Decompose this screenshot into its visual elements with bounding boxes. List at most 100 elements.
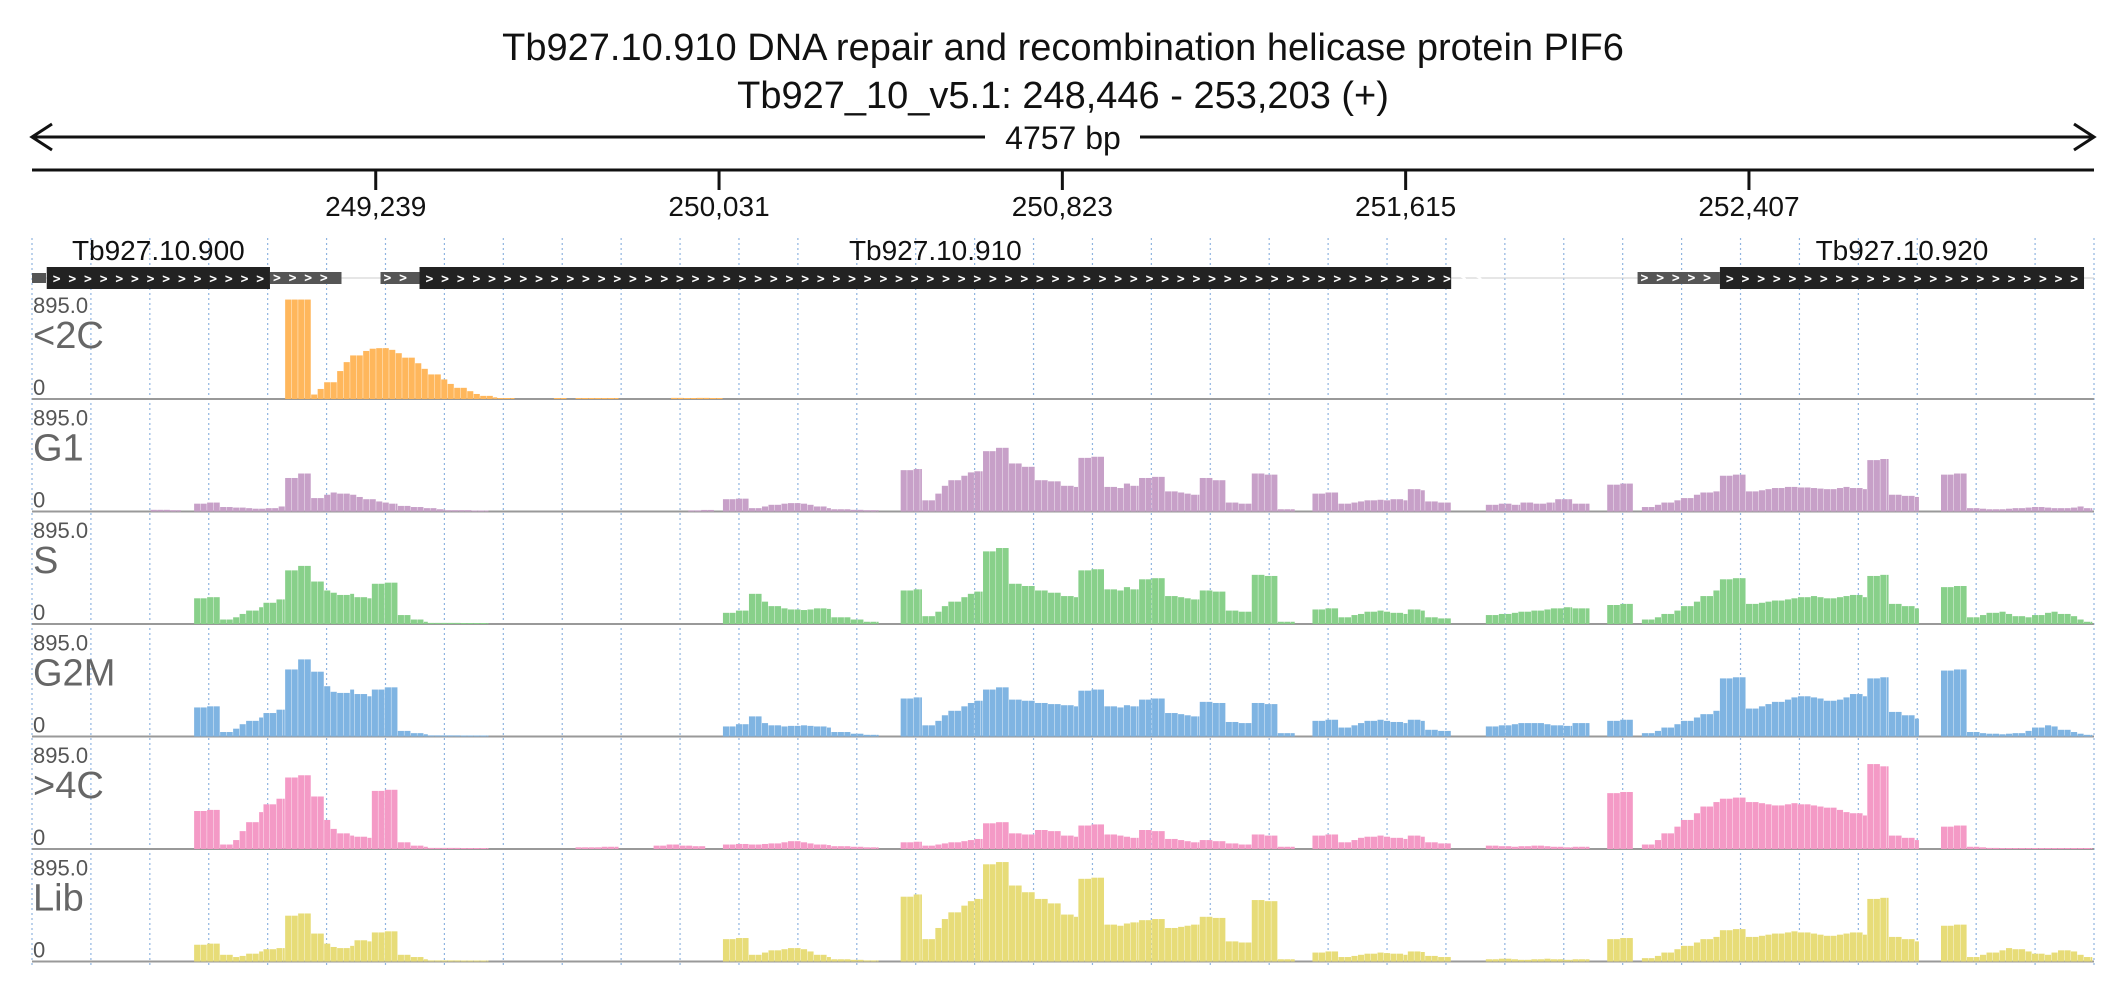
coverage-bar xyxy=(1620,603,1627,624)
coverage-bar xyxy=(1048,831,1055,849)
coverage-bar xyxy=(1284,621,1291,624)
coverage-bar xyxy=(1810,488,1818,512)
coverage-bar xyxy=(434,735,441,737)
coverage-bar xyxy=(298,299,305,399)
coverage-bar xyxy=(337,948,344,962)
coverage-bar xyxy=(2058,729,2065,737)
coverage-bar xyxy=(922,616,929,624)
coverage-bar xyxy=(755,508,762,512)
coverage-bar xyxy=(1947,474,1954,512)
coverage-bar xyxy=(1444,730,1451,737)
coverage-bar xyxy=(2045,725,2052,737)
coverage-bar xyxy=(1817,488,1824,512)
coverage-bar xyxy=(870,621,877,624)
coverage-bar xyxy=(493,397,498,399)
coverage-bar xyxy=(2019,616,2026,624)
coverage-bar xyxy=(452,510,459,512)
coverage-bar xyxy=(1804,597,1811,624)
coverage-bar xyxy=(1344,957,1352,962)
coverage-bar xyxy=(1979,733,1987,737)
coverage-bar xyxy=(1219,841,1226,849)
coverage-bar xyxy=(1245,723,1252,737)
coverage-bar xyxy=(213,706,220,737)
coverage-bar xyxy=(350,689,355,737)
coverage-bar xyxy=(1778,933,1785,962)
coverage-bar xyxy=(2038,507,2045,512)
coverage-bar xyxy=(1264,835,1271,849)
coverage-bar xyxy=(269,949,277,962)
coverage-bar xyxy=(2045,507,2052,512)
coverage-bar xyxy=(2051,848,2058,849)
coverage-bar xyxy=(1097,877,1104,962)
coverage-bar xyxy=(1953,825,1961,849)
coverage-bar xyxy=(1258,473,1265,512)
coverage-bar xyxy=(2084,621,2091,624)
coverage-bar xyxy=(397,730,404,737)
coverage-bar xyxy=(794,609,801,624)
coverage-bar xyxy=(1251,473,1258,512)
coverage-bar xyxy=(410,619,417,624)
coverage-bar xyxy=(1191,924,1198,962)
coverage-bar xyxy=(220,619,227,624)
coverage-bar xyxy=(1284,959,1291,962)
coverage-bar xyxy=(276,798,283,849)
coverage-bar xyxy=(1880,766,1887,849)
coverage-bar xyxy=(1553,502,1555,512)
coverage-bar xyxy=(1667,613,1675,624)
coverage-bar xyxy=(1518,723,1525,737)
coverage-bar xyxy=(1563,725,1570,737)
coverage-bar xyxy=(1966,732,1974,737)
coverage-bar xyxy=(2032,953,2039,962)
coverage-bar xyxy=(1960,924,1967,962)
coverage-bar xyxy=(1225,502,1232,512)
coverage-bar xyxy=(1511,846,1518,849)
coverage-bar xyxy=(269,804,277,849)
coverage-bar xyxy=(304,565,311,624)
coverage-bar xyxy=(1585,723,1590,737)
coverage-bar xyxy=(194,944,201,962)
coverage-bar xyxy=(317,671,324,737)
coverage-bar xyxy=(200,598,207,624)
coverage-bar xyxy=(1084,878,1091,962)
coverage-bar xyxy=(1485,959,1492,962)
coverage-bar xyxy=(454,387,461,399)
coverage-bar xyxy=(391,789,398,849)
coverage-bar xyxy=(1726,930,1733,962)
coverage-bar xyxy=(1540,503,1547,512)
coverage-bar xyxy=(1015,885,1022,962)
coverage-bar xyxy=(1973,846,1980,849)
coverage-bar xyxy=(582,847,589,849)
coverage-bar xyxy=(434,622,441,624)
coverage-bar xyxy=(781,726,788,737)
coverage-bar xyxy=(1219,702,1226,737)
coverage-bar xyxy=(1097,824,1104,849)
coverage-bar xyxy=(1104,589,1111,624)
coverage-bar xyxy=(1338,617,1345,624)
coverage-bar xyxy=(1784,699,1792,737)
coverage-bar xyxy=(371,689,378,737)
coverage-bar xyxy=(1947,925,1954,962)
coverage-bar xyxy=(1791,803,1798,849)
coverage-bar xyxy=(755,954,762,962)
coverage-bar xyxy=(1022,466,1029,512)
coverage-bar xyxy=(397,615,404,624)
coverage-bar xyxy=(1648,733,1655,737)
coverage-bar xyxy=(1626,792,1633,849)
coverage-bar xyxy=(996,447,1003,512)
coverage-bar xyxy=(276,709,283,737)
coverage-bar xyxy=(330,828,337,849)
coverage-bar xyxy=(1836,934,1844,962)
coverage-bar xyxy=(441,735,448,737)
coverage-bar xyxy=(1145,920,1152,962)
coverage-bar xyxy=(729,844,736,849)
coverage-bar xyxy=(1197,716,1200,737)
coverage-bar xyxy=(2019,848,2026,849)
coverage-bar xyxy=(486,735,489,737)
ruler-ticks: 249,239 250,031 250,823 251,615 252,407 xyxy=(325,170,1800,222)
coverage-bar xyxy=(226,844,233,849)
coverage-bar xyxy=(285,777,292,849)
coverage-bar xyxy=(324,819,331,849)
coverage-bar xyxy=(311,394,318,399)
coverage-bar xyxy=(1687,498,1694,512)
coverage-bar xyxy=(768,950,775,962)
